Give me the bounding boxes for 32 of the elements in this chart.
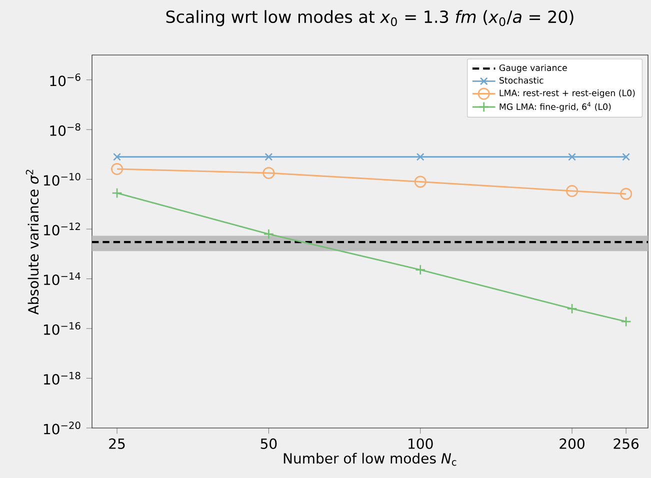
x-tick-label: 25 [109, 438, 125, 449]
y-tick-label: 10$^{−10}$ [44, 172, 80, 186]
y-tick-label: 10$^{−12}$ [44, 222, 80, 236]
point [414, 176, 426, 188]
point [262, 166, 275, 179]
x-tick-label: 256 [614, 438, 639, 449]
y-tick-label: 10$^{−8}$ [50, 123, 80, 136]
legend-label: Gauge variance [499, 64, 567, 73]
y-tick-label: 10$^{−16}$ [44, 322, 80, 335]
y-tick-label: 10$^{−14}$ [44, 272, 80, 286]
point [415, 264, 426, 276]
x-tick-label: 200 [560, 438, 584, 449]
chart-title: Scaling wrt low modes at x$_{0}$ = 1.3 fm (x$_{0}$/a = 20) [166, 10, 574, 26]
point [568, 152, 576, 161]
legend-label: Stochastic [500, 76, 544, 84]
point [111, 163, 124, 176]
point [566, 303, 578, 314]
x-tick-label: 100 [408, 438, 433, 449]
x-axis-title: Number of low modes N$_{c}$ [284, 452, 456, 466]
y-tick-label: 10$^{−6}$ [50, 73, 80, 86]
legend-label: MG LMA: fine-grid, 6$^{4}$ (L0) [500, 102, 611, 112]
y-axis-title: Absolute variance σ$^{2}$ [26, 170, 39, 315]
point [264, 152, 273, 161]
y-tick-label: 10$^{−18}$ [44, 372, 80, 385]
point [263, 228, 274, 240]
point [416, 152, 424, 161]
point [113, 152, 121, 161]
point [112, 188, 122, 198]
y-tick-label: 10$^{−20}$ [44, 422, 80, 434]
legend-label: LMA: rest-rest + rest-eigen (L0) [500, 89, 635, 98]
point [566, 184, 578, 197]
x-tick-label: 50 [260, 438, 277, 449]
